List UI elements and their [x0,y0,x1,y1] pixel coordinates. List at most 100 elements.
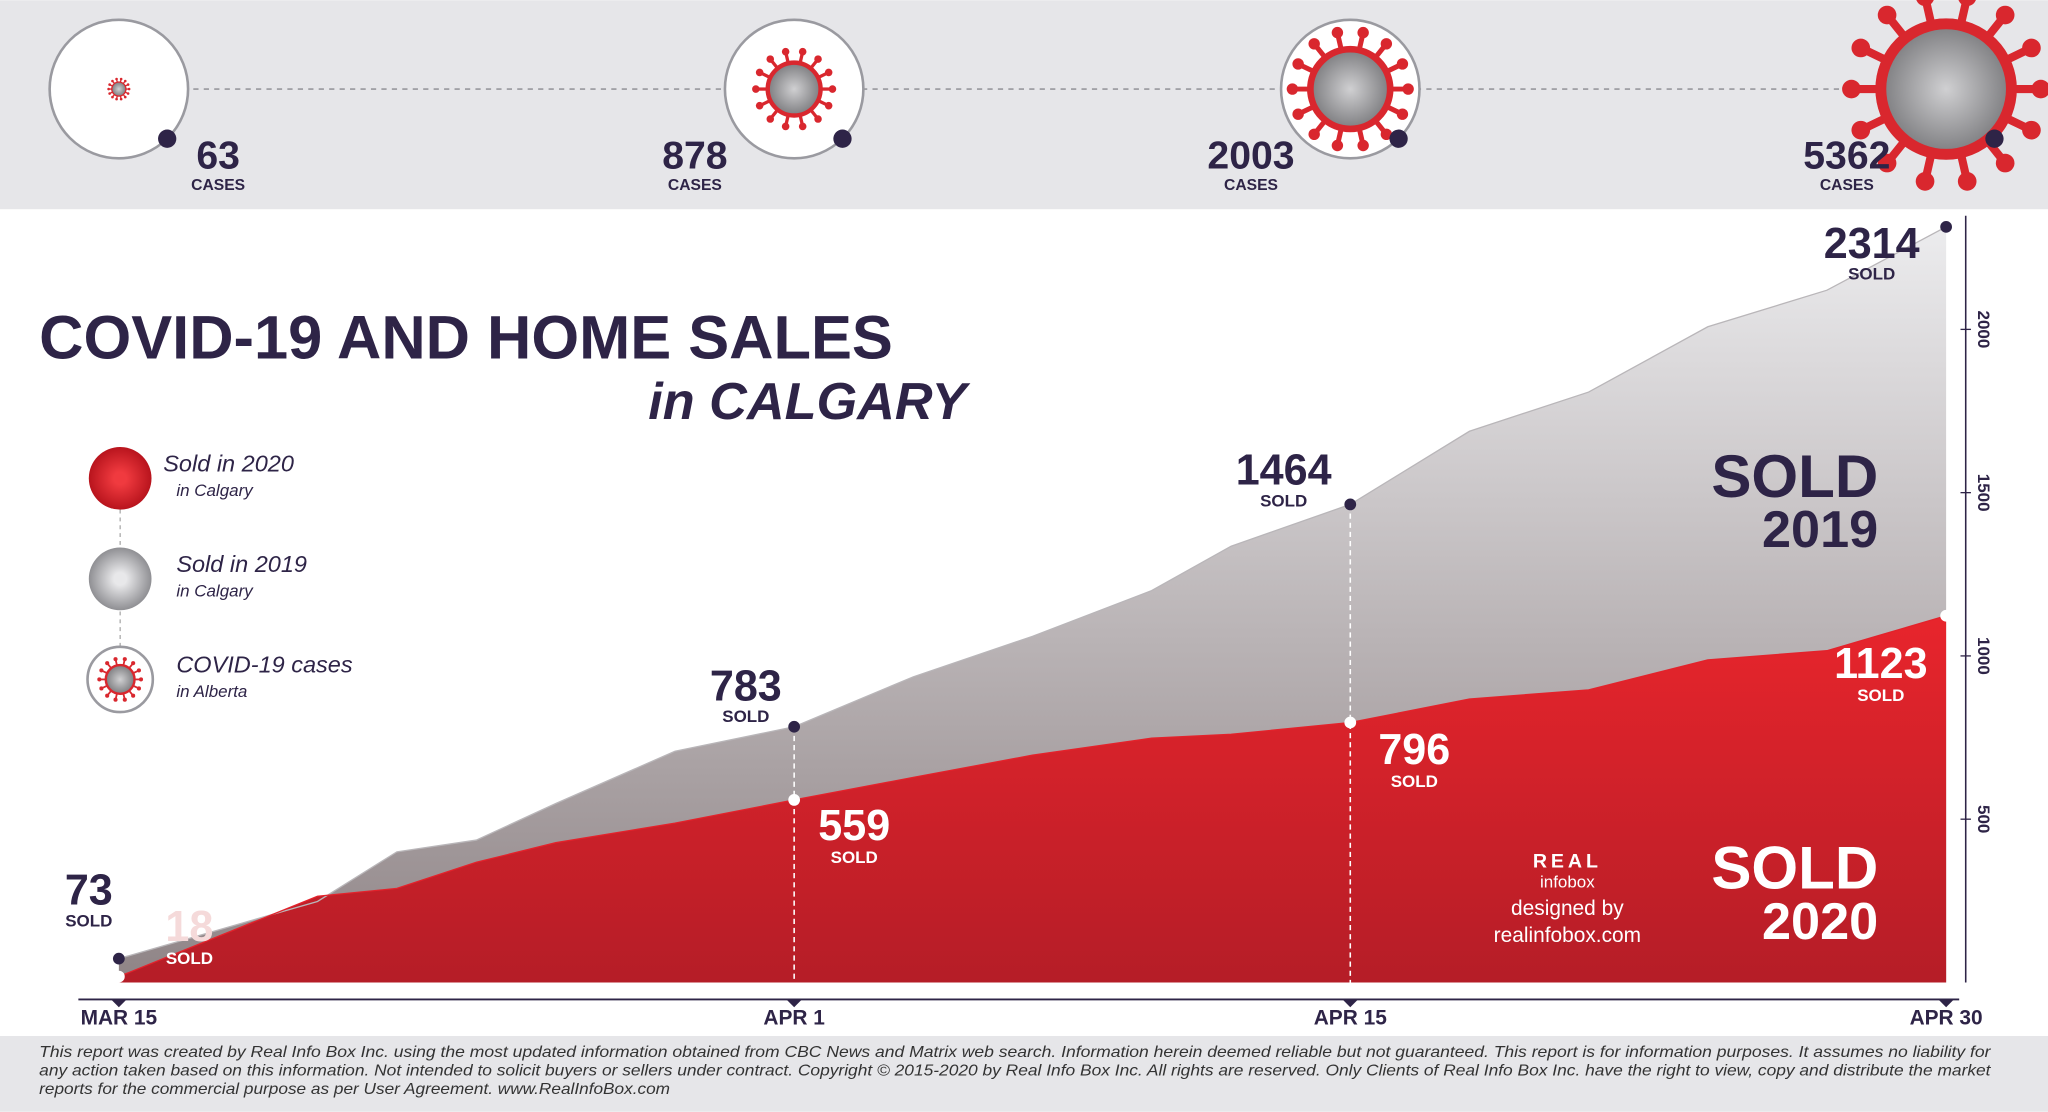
data-label: 783 [710,662,782,710]
credit-text: realinfobox.com [1494,924,1641,947]
legend-sublabel: in Calgary [176,481,254,500]
virus-spike-tip [781,122,790,131]
data-label: 559 [818,802,890,850]
virus-spike-tip [1995,153,2015,173]
credit-text: designed by [1511,897,1624,920]
case-count: 2003 [1207,135,1294,178]
top-band [0,0,2048,210]
virus-spike-tip [131,693,136,698]
virus-spike-tip [828,85,837,93]
virus-spike-tip [1292,58,1304,70]
data-label: 73 [65,867,113,915]
virus-spike-tip [105,661,110,666]
x-tick [1938,999,1954,1008]
point-2019 [1940,220,1952,233]
virus-spike-tip [1331,139,1344,152]
series-line [118,226,1947,960]
credit-text: REAL [1533,850,1602,872]
data-label-unit: SOLD [1848,265,1895,284]
data-label: 2314 [1824,220,1920,268]
virus-spike-tip [1842,79,1861,99]
virus-spike-tip [1380,128,1393,141]
case-virus [765,60,823,118]
x-tick-label: MAR 15 [81,1007,158,1030]
legend-label: Sold in 2020 [163,450,294,476]
point-2020 [788,794,801,806]
virus-spike-tip [1292,108,1304,120]
virus-spike-tip [99,686,104,691]
virus-spike-tip [113,697,118,702]
virus-spike-tip [2022,120,2041,140]
x-tick [786,999,802,1008]
virus-spike-tip [126,83,130,86]
virus-spike-tip [798,47,807,56]
data-label-unit: SOLD [65,912,112,931]
virus-spike-tip [752,85,760,93]
legend-swatch [88,547,152,611]
virus-spike-tip [105,693,110,698]
virus-spike-tip [111,95,114,99]
case-unit: CASES [668,177,722,194]
virus-spike-tip [755,101,764,110]
data-label-unit: SOLD [1391,772,1438,791]
point-2020 [112,970,125,983]
x-tick-label: APR 1 [763,1007,825,1030]
case-count: 5362 [1803,135,1890,178]
virus-spike-tip [108,92,111,95]
virus-spike-tip [766,115,775,123]
virus-spike-tip [123,95,127,99]
legend: Sold in 2020 in Calgary Sold in 2019 in … [86,446,353,714]
case-virus [111,81,127,97]
virus-spike-tip [2031,79,2048,99]
virus-spike-tip [136,668,141,673]
point-2019 [1344,498,1357,511]
virus-spike-tip [115,77,118,81]
case-dot [1985,129,2004,148]
virus-spike-tip [111,79,114,83]
virus-spike-tip [1877,5,1897,25]
case-dot [833,129,852,148]
virus-spike-tip [814,115,822,123]
legend-virus [104,663,136,695]
footer-band [0,1036,2048,1112]
legend-label: Sold in 2019 [176,551,307,577]
virus-spike-tip [115,97,118,101]
virus-spike-tip [824,101,833,110]
case-virus [1875,18,2017,160]
legend-sublabel: in Alberta [176,682,247,701]
virus-spike-tip [1357,26,1369,39]
virus-spike-tip [99,668,104,673]
chart-title: COVID-19 AND HOME SALES [39,304,893,373]
virus-spike-tip [1357,139,1369,152]
legend-label: COVID-19 cases [176,652,353,678]
virus-spike-tip [814,55,822,63]
case-dot [158,129,177,148]
virus-spike-tip [1957,172,1977,191]
point-2020 [1940,609,1952,622]
virus-spike-tip [97,677,102,682]
virus-spike-tip [113,657,118,662]
virus-spike-tip [107,87,110,91]
x-tick [1342,999,1359,1008]
legend-swatch [88,446,152,510]
virus-spike-tip [123,79,127,83]
y-tick-label: 1000 [1974,637,1993,675]
data-label-unit: SOLD [166,949,213,968]
virus-spike-tip [119,77,123,81]
annotation: 2019 [1762,501,1878,559]
case-count: 878 [662,135,727,178]
x-tick-label: APR 15 [1314,1007,1387,1030]
point-2019 [788,720,801,733]
x-tick-label: APR 30 [1910,1007,1983,1030]
y-tick-label: 2000 [1974,311,1993,349]
virus-spike-tip [1396,108,1409,120]
y-tick-label: 500 [1974,805,1993,833]
credit-text: infobox [1540,873,1595,892]
case-count: 63 [196,135,240,178]
series-line [118,615,1947,978]
virus-spike-tip [1380,38,1393,50]
y-tick-label: 1500 [1974,474,1993,512]
data-label-unit: SOLD [1857,686,1904,705]
